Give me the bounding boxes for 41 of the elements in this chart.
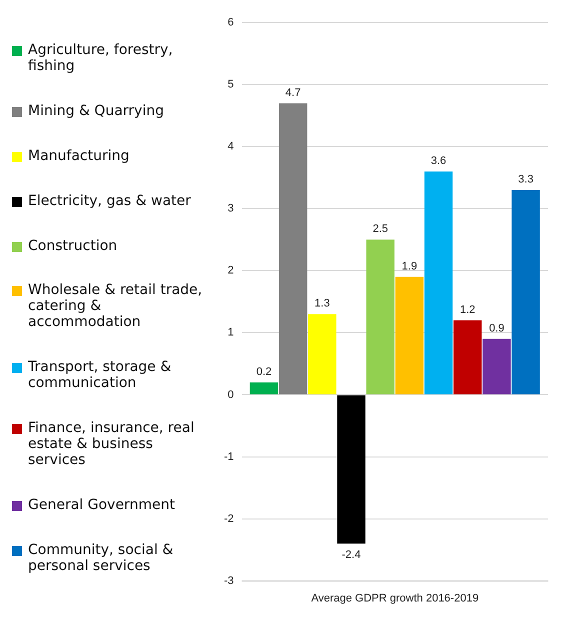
y-tick-label: 6 <box>228 16 234 29</box>
data-label: 1.3 <box>314 298 330 310</box>
bar <box>250 382 278 394</box>
legend-label: Mining & Quarrying <box>28 103 164 120</box>
bar <box>512 190 540 394</box>
legend-label: Transport, storage & communication <box>28 359 172 392</box>
y-tick-label: -2 <box>224 512 234 525</box>
data-label: 0.2 <box>256 366 272 378</box>
bar <box>454 320 482 394</box>
legend-label: General Government <box>28 496 175 513</box>
y-tick-label: 4 <box>228 140 234 153</box>
bar <box>366 240 394 394</box>
y-tick-label: 2 <box>228 264 234 277</box>
data-label: 3.3 <box>518 174 534 186</box>
y-tick-label: 0 <box>228 388 234 401</box>
bar <box>424 171 453 394</box>
y-tick-label: 5 <box>228 78 234 91</box>
data-label: 0.9 <box>489 322 504 334</box>
legend-label: Construction <box>28 238 118 254</box>
y-tick-label: -1 <box>224 450 234 463</box>
bar <box>395 276 424 394</box>
bar <box>337 395 366 544</box>
data-label: 1.9 <box>402 260 418 272</box>
legend-label: Manufacturing <box>28 148 130 164</box>
y-tick-label: -3 <box>224 574 234 587</box>
data-label: 3.6 <box>430 154 446 167</box>
x-tick-label: Average GDPR growth 2016-2019 <box>311 592 479 604</box>
legend-label: Agriculture, forestry, fishing <box>28 42 174 74</box>
legend-label: Finance, insurance, real estate & business services <box>28 420 196 468</box>
data-label: 4.7 <box>285 86 301 99</box>
legend-label: Wholesale & retail trade, catering & accommodation <box>28 282 204 330</box>
data-label: 1.2 <box>460 304 476 316</box>
legend-label: Community, social & personal services <box>28 542 174 574</box>
legend-label: Electricity, gas & water <box>28 192 191 209</box>
y-tick-label: 1 <box>228 326 234 339</box>
data-label: -2.4 <box>342 549 361 562</box>
bar <box>278 103 308 394</box>
bar <box>482 338 511 394</box>
y-tick-label: 3 <box>228 202 234 215</box>
bar <box>308 314 336 394</box>
data-label: 2.5 <box>372 223 388 236</box>
